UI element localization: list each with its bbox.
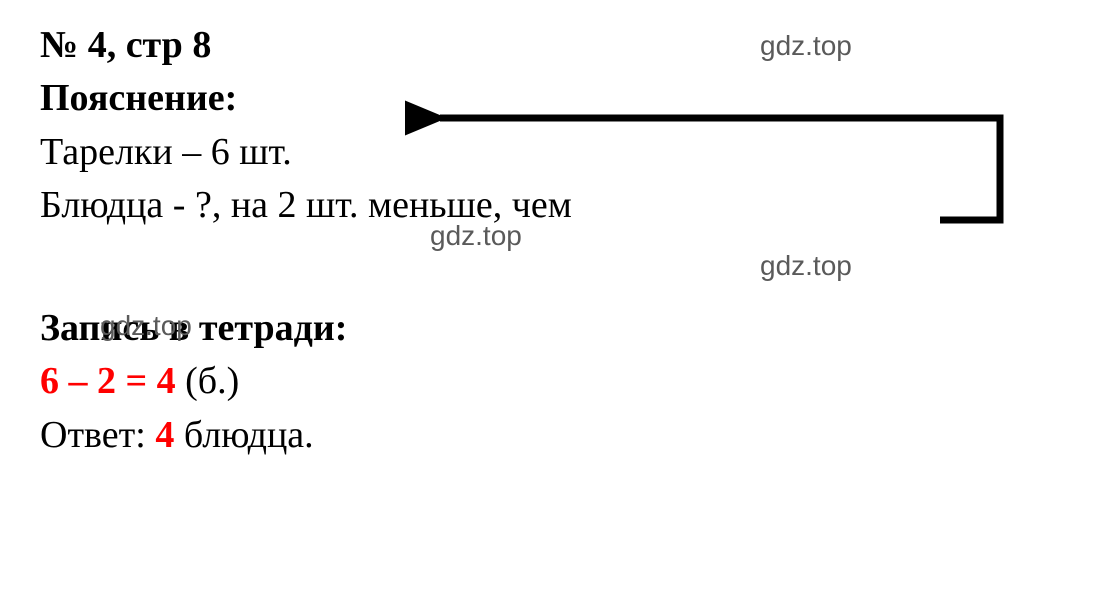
answer-label: Ответ: (40, 414, 155, 456)
number-value: 4 (88, 24, 107, 66)
expr-op: – (59, 360, 97, 402)
saucers-mid: , на (212, 184, 278, 226)
watermark-4: gdz.top (100, 310, 192, 342)
explanation-label: Пояснение: (40, 73, 1078, 124)
plates-unit: шт. (230, 131, 292, 173)
watermark-2: gdz.top (430, 220, 522, 252)
expr-a: 6 (40, 360, 59, 402)
answer-line: Ответ: 4 блюдца. (40, 410, 1078, 461)
explanation-line-2: Блюдца - ?, на 2 шт. меньше, чем (40, 180, 1078, 231)
expression-line: 6 – 2 = 4 (б.) (40, 356, 1078, 407)
answer-tail: блюдца. (174, 414, 313, 456)
plates-qty: 6 (211, 131, 230, 173)
plates-label: Тарелки – (40, 131, 211, 173)
header-line: № 4, стр 8 (40, 20, 1078, 71)
explanation-line-1: Тарелки – 6 шт. (40, 127, 1078, 178)
page-prefix: , стр (107, 24, 193, 66)
saucers-diff: 2 (278, 184, 297, 226)
number-prefix: № (40, 24, 88, 66)
page-value: 8 (192, 24, 211, 66)
saucers-q: ? (195, 184, 212, 226)
document-content: № 4, стр 8 Пояснение: Тарелки – 6 шт. Бл… (40, 20, 1078, 461)
watermark-1: gdz.top (760, 30, 852, 62)
expr-unit: (б.) (176, 360, 240, 402)
notebook-label: Запись в тетради: (40, 303, 1078, 354)
expr-b: 2 (97, 360, 116, 402)
spacer (40, 233, 1078, 303)
expr-res: 4 (157, 360, 176, 402)
saucers-label: Блюдца - (40, 184, 195, 226)
answer-value: 4 (155, 414, 174, 456)
watermark-3: gdz.top (760, 250, 852, 282)
expr-eq: = (116, 360, 157, 402)
